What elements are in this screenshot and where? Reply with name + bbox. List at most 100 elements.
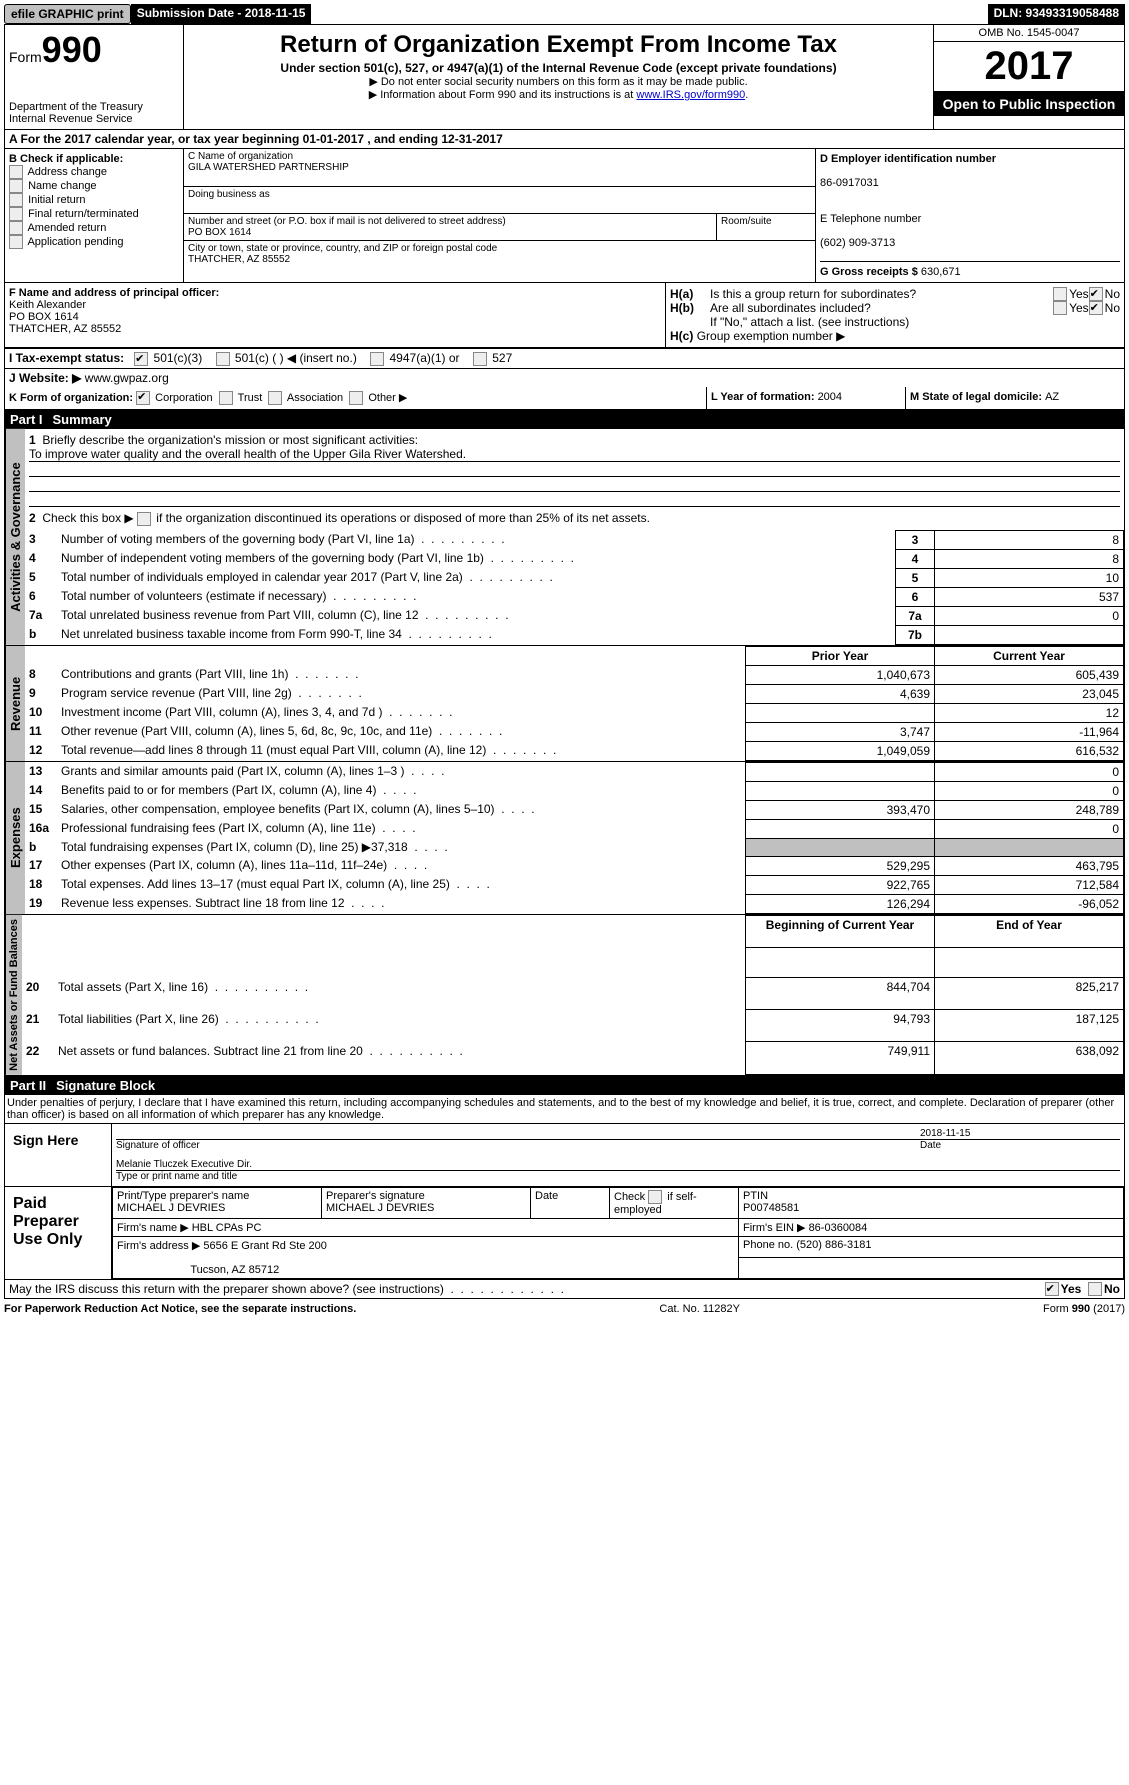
- vert-net: Net Assets or Fund Balances: [5, 915, 22, 1075]
- net-row: 20Total assets (Part X, line 16) . . . .…: [22, 978, 1124, 1010]
- info-note: ▶ Information about Form 990 and its ins…: [188, 88, 929, 101]
- opt-final-return: Final return/terminated: [28, 208, 139, 220]
- hb-no: No: [1105, 301, 1120, 315]
- blank-line: [29, 492, 1120, 507]
- gross-receipts: G Gross receipts $ 630,671: [820, 261, 1120, 278]
- checkbox-app-pending[interactable]: [9, 235, 23, 249]
- opt-initial-return: Initial return: [28, 194, 85, 206]
- hb-note: If "No," attach a list. (see instruction…: [670, 315, 1120, 329]
- discuss-no-check[interactable]: [1088, 1282, 1102, 1296]
- section-f: F Name and address of principal officer:…: [5, 283, 666, 347]
- discuss-yes-check[interactable]: [1045, 1282, 1059, 1296]
- city-box: City or town, state or province, country…: [184, 241, 815, 267]
- vert-revenue: Revenue: [5, 646, 25, 761]
- blank-line: [29, 462, 1120, 477]
- net-table: Beginning of Current Year End of Year 20…: [22, 915, 1124, 1075]
- org-name: GILA WATERSHED PARTNERSHIP: [188, 162, 349, 173]
- prep-sig-label: Preparer's signature: [326, 1190, 425, 1202]
- firm-ein: 86-0360084: [809, 1222, 868, 1234]
- opt-amended: Amended return: [27, 222, 106, 234]
- rev-row: 10Investment income (Part VIII, column (…: [25, 703, 1124, 722]
- hc-row: H(c) Group exemption number ▶: [670, 329, 1120, 343]
- part2-label: Part II: [10, 1078, 56, 1093]
- efile-button[interactable]: efile GRAPHIC print: [4, 4, 131, 24]
- ein-label: D Employer identification number: [820, 153, 996, 165]
- net-header: Beginning of Current Year End of Year: [22, 915, 1124, 947]
- hb-no-check[interactable]: [1089, 301, 1103, 315]
- checkbox-initial-return[interactable]: [9, 193, 23, 207]
- section-fh: F Name and address of principal officer:…: [4, 283, 1125, 348]
- prep-row1: Print/Type preparer's name MICHAEL J DEV…: [113, 1187, 1124, 1218]
- rev-row: 11Other revenue (Part VIII, column (A), …: [25, 722, 1124, 741]
- line2-text: Check this box ▶ if the organization dis…: [42, 511, 650, 525]
- part1-title: Summary: [53, 412, 112, 427]
- tel-label: E Telephone number: [820, 213, 921, 225]
- prep-sig-cell: Preparer's signature MICHAEL J DEVRIES: [322, 1187, 531, 1218]
- check-501c3[interactable]: [134, 352, 148, 366]
- net-row: 21Total liabilities (Part X, line 26) . …: [22, 1010, 1124, 1042]
- self-employed-check[interactable]: [648, 1190, 662, 1204]
- phone-value: (520) 886-3181: [796, 1239, 871, 1251]
- section-d: D Employer identification number 86-0917…: [815, 149, 1124, 282]
- preparer-content: Print/Type preparer's name MICHAEL J DEV…: [112, 1187, 1124, 1279]
- ha-yes: Yes: [1069, 287, 1089, 301]
- ptin-label: PTIN: [743, 1190, 768, 1202]
- check-501c[interactable]: [216, 352, 230, 366]
- net-spacer: [22, 947, 1124, 977]
- discuss-no: No: [1104, 1282, 1120, 1296]
- empty-cell: [739, 1257, 1124, 1278]
- exp-row: 13Grants and similar amounts paid (Part …: [25, 762, 1124, 781]
- exp-row: 16aProfessional fundraising fees (Part I…: [25, 819, 1124, 838]
- city-label: City or town, state or province, country…: [188, 243, 497, 254]
- prep-date-label: Date: [531, 1187, 610, 1218]
- paperwork-notice: For Paperwork Reduction Act Notice, see …: [4, 1303, 356, 1315]
- dln-label: DLN: 93493319058488: [988, 4, 1125, 24]
- org-name-label: C Name of organization: [188, 151, 293, 162]
- exp-row: 17Other expenses (Part IX, column (A), l…: [25, 856, 1124, 875]
- checkbox-amended[interactable]: [9, 221, 23, 235]
- expenses-table: 13Grants and similar amounts paid (Part …: [25, 762, 1124, 914]
- opt-assoc: Association: [287, 392, 343, 404]
- firm-ein-cell: Firm's EIN ▶ 86-0360084: [739, 1218, 1124, 1236]
- revenue-block: Revenue Prior Year Current Year 8Contrib…: [4, 646, 1125, 762]
- firm-addr: 5656 E Grant Rd Ste 200: [203, 1240, 327, 1252]
- prep-name: MICHAEL J DEVRIES: [117, 1202, 225, 1214]
- check-4947[interactable]: [370, 352, 384, 366]
- opt-trust: Trust: [238, 392, 263, 404]
- check-corp[interactable]: [136, 391, 150, 405]
- section-c: C Name of organization GILA WATERSHED PA…: [184, 149, 815, 282]
- prep-row3: Firm's address ▶ 5656 E Grant Rd Ste 200…: [113, 1236, 1124, 1257]
- header-left: Form990 Department of the Treasury Inter…: [5, 25, 184, 129]
- sign-content: 2018-11-15 Signature of officer Date Mel…: [112, 1124, 1124, 1186]
- domicile-value: AZ: [1045, 391, 1059, 403]
- header-right: OMB No. 1545-0047 2017 Open to Public In…: [933, 25, 1124, 129]
- checkbox-final-return[interactable]: [9, 207, 23, 221]
- sign-here-block: Sign Here 2018-11-15 Signature of office…: [4, 1124, 1125, 1187]
- exp-row: bTotal fundraising expenses (Part IX, co…: [25, 838, 1124, 856]
- ha-label: H(a): [670, 287, 710, 301]
- checkbox-address-change[interactable]: [9, 165, 23, 179]
- check-other[interactable]: [349, 391, 363, 405]
- rev-row: 8Contributions and grants (Part VIII, li…: [25, 665, 1124, 684]
- hc-question: Group exemption number ▶: [697, 329, 846, 343]
- sig-row1: 2018-11-15: [116, 1128, 1120, 1140]
- part1-header: Part I Summary: [4, 410, 1125, 429]
- prep-row2: Firm's name ▶ HBL CPAs PC Firm's EIN ▶ 8…: [113, 1218, 1124, 1236]
- line1-num: 1: [29, 433, 36, 447]
- ha-no-check[interactable]: [1089, 287, 1103, 301]
- check-527[interactable]: [473, 352, 487, 366]
- irs-link[interactable]: www.IRS.gov/form990: [636, 89, 745, 101]
- hb-question: Are all subordinates included?: [710, 301, 1053, 315]
- irs-label: Internal Revenue Service: [9, 113, 179, 125]
- discuss-yes: Yes: [1061, 1282, 1082, 1296]
- hb-yes-check[interactable]: [1053, 301, 1067, 315]
- check-assoc[interactable]: [268, 391, 282, 405]
- line2-checkbox[interactable]: [137, 512, 151, 526]
- cat-number: Cat. No. 11282Y: [659, 1303, 740, 1315]
- check-trust[interactable]: [219, 391, 233, 405]
- section-a: A For the 2017 calendar year, or tax yea…: [4, 130, 1125, 149]
- form-subtitle: Under section 501(c), 527, or 4947(a)(1)…: [188, 61, 929, 75]
- ha-yes-check[interactable]: [1053, 287, 1067, 301]
- checkbox-name-change[interactable]: [9, 179, 23, 193]
- officer-name: Keith Alexander: [9, 299, 86, 311]
